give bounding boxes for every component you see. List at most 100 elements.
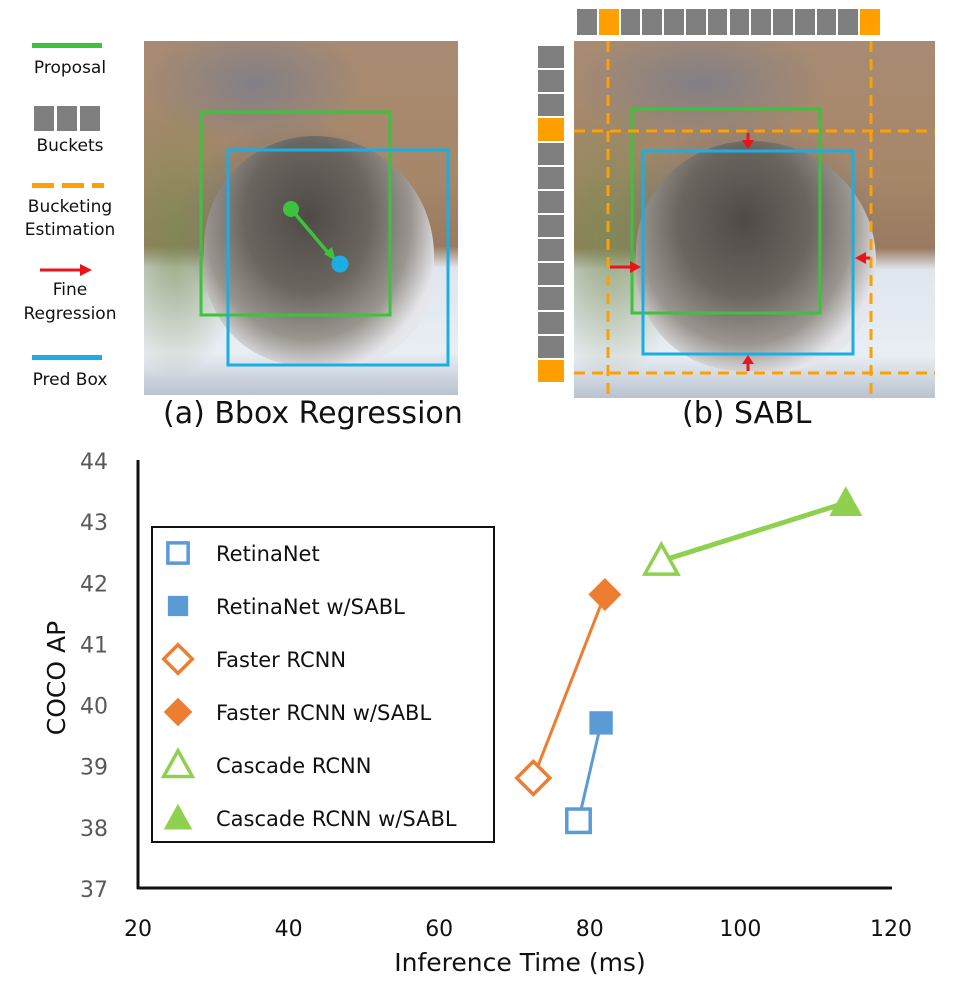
y-axis-ticks: 37 38 39 40 41 42 43 44: [80, 450, 108, 903]
y-tick-label: 40: [80, 695, 108, 720]
bucket: [538, 263, 564, 286]
bucket: [538, 215, 564, 238]
bucket: [794, 9, 815, 35]
bucket-active: [860, 9, 880, 35]
bucket: [816, 9, 837, 35]
bucket: [729, 9, 750, 35]
caption-a: (a) Bbox Regression: [163, 396, 463, 431]
caption-b: (b) SABL: [682, 396, 812, 431]
bucket-active: [598, 9, 619, 35]
pred-box: [641, 149, 855, 356]
y-tick-label: 43: [80, 511, 108, 536]
bucket: [538, 335, 564, 358]
sabl-overlay: [574, 41, 935, 398]
legend-label: RetinaNet w/SABL: [216, 595, 405, 619]
legend-marker-icon: [167, 595, 189, 617]
legend-proposal-label: Proposal: [33, 58, 107, 78]
bucket: [538, 142, 564, 165]
bucket-active: [538, 359, 564, 382]
connection-line: [577, 722, 603, 822]
bbox-regression-overlay: [199, 110, 450, 367]
data-point-retinanet-w-sabl: [589, 711, 613, 735]
proposal-center-dot: [283, 201, 299, 217]
x-axis-ticks: 20 40 60 80 100 120: [124, 917, 912, 942]
arrow-left-icon: [610, 261, 641, 273]
data-point-faster-rcnn-w-sabl: [588, 578, 622, 612]
series-connections: [531, 500, 847, 822]
fine-regression-arrow-icon: [40, 264, 92, 276]
legend-bucketing-label-line2: Estimation: [24, 220, 116, 240]
bucket: [620, 9, 641, 35]
legend-label: Faster RCNN: [216, 648, 346, 672]
proposal-box: [630, 107, 822, 315]
legend-marker-icon: [163, 803, 193, 830]
x-tick-label: 20: [124, 917, 152, 942]
bucket: [838, 9, 859, 35]
data-point-cascade-rcnn: [641, 540, 681, 576]
y-tick-label: 44: [80, 450, 108, 475]
y-tick-label: 37: [80, 878, 108, 903]
buckets-icon: [34, 106, 100, 131]
chart-legend: RetinaNet RetinaNet w/SABL Faster RCNN Fast…: [151, 526, 495, 843]
legend-bucketing-label-line1: Bucketing: [27, 197, 113, 217]
legend-label: Cascade RCNN: [216, 754, 371, 778]
bucket: [538, 239, 564, 262]
legend-pred-box-label: Pred Box: [32, 370, 108, 390]
y-tick-label: 39: [80, 756, 108, 781]
arrow-bottom-icon: [742, 355, 754, 371]
bucket: [685, 9, 706, 35]
bucketing-estimation-lines: [574, 41, 935, 398]
bucket: [751, 9, 772, 35]
y-tick-label: 41: [80, 633, 108, 658]
legend-fine-label-line2: Regression: [23, 304, 117, 324]
x-tick-label: 100: [719, 917, 761, 942]
bucket: [538, 287, 564, 310]
connection-line: [531, 593, 607, 779]
bucketing-estimation-dashed-icon: [32, 183, 104, 188]
arrow-top-icon: [742, 133, 754, 149]
y-tick-label: 42: [80, 572, 108, 597]
bucket: [538, 70, 564, 93]
bucket: [707, 9, 728, 35]
bucket: [538, 46, 564, 69]
y-axis-label: COCO AP: [42, 621, 71, 735]
data-point-retinanet: [565, 807, 592, 835]
data-point-cascade-rcnn-w-sabl: [829, 486, 863, 516]
pred-box: [226, 148, 450, 367]
x-tick-label: 40: [275, 917, 303, 942]
regression-arrowhead: [324, 247, 336, 261]
top-buckets: [577, 9, 882, 35]
bucket-active: [538, 118, 564, 141]
data-points: [514, 486, 863, 835]
bucket: [538, 166, 564, 189]
kitten-figure: [636, 141, 876, 371]
bucket: [664, 9, 684, 35]
legend-marker-icon: [160, 747, 196, 779]
legend-label: Faster RCNN w/SABL: [216, 701, 431, 725]
chart-legend-box: [151, 526, 495, 843]
bucket: [577, 9, 597, 35]
arrow-right-icon: [855, 252, 870, 264]
proposal-line-icon: [32, 43, 102, 48]
side-buckets: [538, 46, 564, 384]
data-point-faster-rcnn: [514, 758, 553, 797]
y-tick-label: 38: [80, 817, 108, 842]
legend-label: Cascade RCNN w/SABL: [216, 807, 457, 831]
pred-center-dot: [331, 255, 349, 273]
connection-line: [660, 500, 847, 564]
kitten-figure: [204, 136, 434, 366]
x-tick-label: 120: [870, 917, 912, 942]
bucket: [538, 94, 564, 117]
kitten-photo-b: [574, 41, 935, 398]
legend-marker-icon: [161, 642, 195, 676]
fine-regression-arrows: [610, 133, 870, 371]
bucket: [773, 9, 793, 35]
x-axis-label: Inference Time (ms): [394, 948, 645, 977]
bucket: [538, 190, 564, 213]
x-tick-label: 60: [425, 917, 453, 942]
pred-box-line-icon: [32, 355, 102, 360]
x-tick-label: 80: [576, 917, 604, 942]
legend-buckets-label: Buckets: [36, 136, 104, 156]
legend-marker-icon: [166, 541, 190, 565]
